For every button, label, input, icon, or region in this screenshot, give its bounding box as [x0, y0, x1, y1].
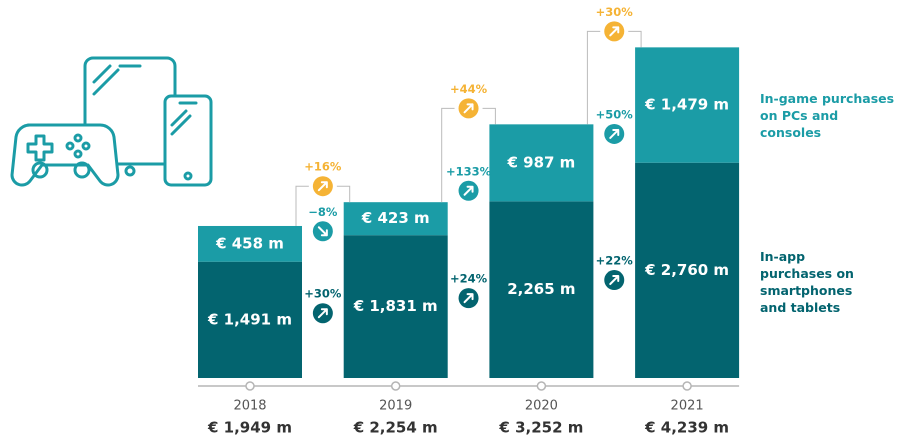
growth-label: +44%	[450, 82, 488, 96]
growth-arrow	[609, 128, 620, 139]
axis-marker	[245, 381, 255, 391]
bar-segment	[343, 235, 448, 378]
bar-segment	[198, 261, 302, 378]
bar-segment	[489, 201, 594, 378]
growth-arrow	[317, 181, 328, 192]
bar-segment	[198, 225, 302, 262]
growth-label: +24%	[450, 272, 488, 286]
x-tick-label: 2018	[233, 399, 266, 414]
value-label: € 458 m	[215, 234, 284, 252]
growth-arrow	[463, 103, 474, 114]
value-label: € 1,831 m	[353, 297, 438, 315]
bar-segment	[489, 124, 594, 202]
value-label: 2,265 m	[507, 280, 575, 298]
x-tick-label: 2021	[671, 399, 704, 414]
growth-label: +16%	[304, 160, 342, 174]
growth-icon	[604, 270, 625, 291]
growth-label: −8%	[308, 205, 338, 219]
bar-segment	[635, 47, 740, 163]
value-label: € 987 m	[506, 153, 575, 171]
value-label: € 423 m	[361, 209, 430, 227]
growth-icon	[458, 98, 479, 119]
growth-icon	[458, 288, 479, 309]
growth-icon	[604, 21, 625, 42]
axis-marker	[390, 381, 401, 391]
total-label: € 1,949 m	[207, 419, 292, 437]
growth-arrow	[317, 226, 328, 237]
growth-icon	[458, 180, 479, 201]
legend-entry: In-app purchases on smartphones and tabl…	[760, 249, 854, 315]
total-label: € 2,254 m	[353, 419, 438, 437]
growth-icon	[312, 221, 333, 242]
growth-arrow	[463, 293, 474, 304]
growth-label: +50%	[596, 107, 634, 121]
growth-arrow	[609, 26, 620, 37]
device-icon	[10, 56, 213, 187]
x-tick-label: 2019	[379, 399, 412, 414]
value-label: € 1,479 m	[644, 96, 729, 114]
growth-icon	[312, 303, 333, 324]
growth-label: +30%	[304, 287, 342, 301]
growth-arrow	[463, 185, 474, 196]
total-label: € 3,252 m	[498, 419, 583, 437]
growth-icon	[312, 176, 333, 197]
growth-icon	[604, 123, 625, 144]
bar-segment	[343, 202, 448, 236]
axis-marker	[682, 381, 692, 391]
value-label: € 1,491 m	[207, 310, 292, 328]
growth-label: +30%	[596, 5, 634, 19]
growth-label: +22%	[596, 254, 634, 268]
total-label: € 4,239 m	[644, 419, 729, 437]
value-label: € 2,760 m	[644, 261, 729, 279]
growth-arrow	[609, 275, 620, 286]
growth-arrow	[317, 308, 328, 319]
growth-label: +133%	[446, 164, 492, 178]
legend-entry: In-game purchases on PCs and consoles	[760, 91, 895, 140]
axis-marker	[536, 381, 547, 391]
bar-segment	[635, 162, 740, 378]
x-tick-label: 2020	[525, 399, 558, 414]
